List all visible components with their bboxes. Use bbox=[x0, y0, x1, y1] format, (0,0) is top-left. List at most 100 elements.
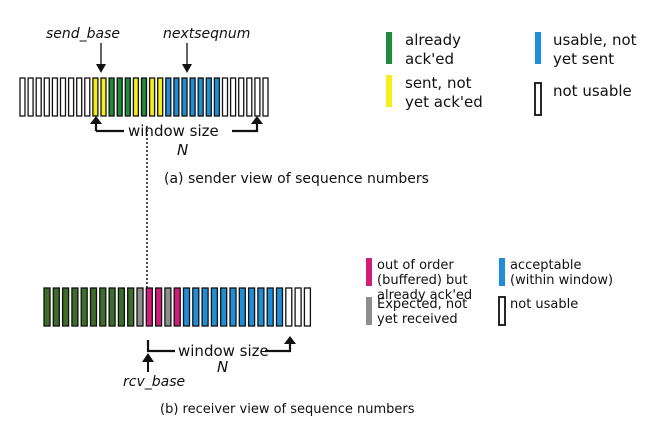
sender-n-label: N bbox=[177, 141, 188, 159]
receiver-slot-darkgreen bbox=[89, 287, 98, 327]
sender-legend-swatch-green bbox=[386, 32, 392, 64]
receiver-slot-gray bbox=[136, 287, 144, 327]
rcv-base-arrow bbox=[142, 353, 154, 372]
receiver-slot-pink bbox=[154, 287, 163, 327]
sender-slot-yellow bbox=[100, 77, 107, 117]
receiver-legend-swatch-blue bbox=[499, 258, 505, 286]
sender-legend-text: usable, not bbox=[553, 31, 637, 49]
receiver-slot-pink bbox=[173, 287, 181, 327]
sender-slot-yellow bbox=[148, 77, 156, 117]
sender-legend-text: yet ack'ed bbox=[405, 93, 483, 111]
receiver-slot-darkgreen bbox=[99, 287, 107, 327]
sender-slot-empty bbox=[76, 77, 83, 117]
receiver-slot-darkgreen bbox=[52, 287, 60, 327]
receiver-slot-empty bbox=[303, 287, 312, 327]
sender-slot-yellow bbox=[92, 77, 99, 117]
receiver-slot-blue bbox=[201, 287, 209, 327]
sender-slot-blue bbox=[173, 77, 180, 117]
receiver-legend-text: already ack'ed bbox=[377, 288, 472, 303]
send-base-arrowhead bbox=[96, 64, 106, 73]
sender-legend-text: ack'ed bbox=[405, 50, 454, 68]
receiver-legend-text: yet received bbox=[377, 312, 458, 327]
sender-legend-text: yet sent bbox=[553, 50, 614, 68]
receiver-legend-text: (buffered) but bbox=[377, 273, 468, 288]
sender-slot-blue bbox=[181, 77, 188, 117]
receiver-slot-blue bbox=[210, 287, 219, 327]
sender-slot-blue bbox=[205, 77, 212, 117]
receiver-slot-darkgreen bbox=[108, 287, 116, 327]
sender-legend-text: already bbox=[405, 31, 461, 49]
receiver-slot-blue bbox=[266, 287, 274, 327]
receiver-n-label: N bbox=[217, 358, 228, 376]
receiver-sequence-slots bbox=[43, 287, 312, 327]
sender-window-bracket bbox=[90, 116, 263, 133]
sender-slot-blue bbox=[197, 77, 204, 117]
receiver-legend-swatch-gray bbox=[366, 297, 372, 325]
sender-window-size-label: window size bbox=[128, 122, 219, 140]
receiver-slot-blue bbox=[229, 287, 237, 327]
sender-slot-empty bbox=[84, 77, 91, 117]
sender-slot-empty bbox=[59, 77, 67, 117]
sender-legend-swatch-blue bbox=[535, 32, 541, 64]
receiver-slot-darkgreen bbox=[43, 287, 51, 327]
sender-legend-swatch-yellow bbox=[386, 75, 392, 107]
sender-slot-green bbox=[124, 77, 131, 117]
receiver-slot-darkgreen bbox=[80, 287, 88, 327]
sender-slot-empty bbox=[221, 77, 229, 117]
receiver-slot-blue bbox=[275, 287, 284, 327]
sender-slot-yellow bbox=[132, 77, 140, 117]
receiver-slot-blue bbox=[238, 287, 246, 327]
receiver-slot-empty bbox=[294, 287, 302, 327]
receiver-legend-swatch-pink bbox=[366, 258, 372, 286]
receiver-legend-swatch-empty bbox=[498, 296, 506, 326]
sender-slot-green bbox=[108, 77, 115, 117]
sender-slot-empty bbox=[238, 77, 245, 117]
receiver-slot-blue bbox=[247, 287, 256, 327]
nextseqnum-arrowhead bbox=[182, 64, 192, 73]
sender-legend-text: sent, not bbox=[405, 74, 472, 92]
send-base-label: send_base bbox=[46, 26, 120, 42]
receiver-slot-darkgreen bbox=[127, 287, 135, 327]
rcv-base-label: rcv_base bbox=[123, 374, 185, 390]
receiver-window-bracket bbox=[146, 336, 296, 353]
sender-slot-empty bbox=[246, 77, 253, 117]
receiver-slot-darkgreen bbox=[117, 287, 126, 327]
sender-slot-empty bbox=[254, 77, 261, 117]
receiver-slot-gray bbox=[164, 287, 172, 327]
sender-slot-empty bbox=[262, 77, 269, 117]
receiver-slot-darkgreen bbox=[61, 287, 70, 327]
sender-slot-empty bbox=[67, 77, 75, 117]
sender-slot-empty bbox=[19, 77, 26, 117]
receiver-slot-pink bbox=[145, 287, 153, 327]
sender-slot-empty bbox=[51, 77, 59, 117]
nextseqnum-label: nextseqnum bbox=[163, 26, 250, 42]
receiver-slot-blue bbox=[257, 287, 265, 327]
sender-slot-green bbox=[140, 77, 148, 117]
receiver-slot-empty bbox=[285, 287, 293, 327]
sender-slot-yellow bbox=[157, 77, 164, 117]
receiver-legend-text: Expected, not bbox=[377, 297, 467, 312]
sender-slot-empty bbox=[35, 77, 42, 117]
receiver-window-size-label: window size bbox=[178, 342, 269, 360]
sender-legend-swatch-empty bbox=[534, 82, 542, 116]
sender-caption: (a) sender view of sequence numbers bbox=[164, 171, 429, 187]
sender-slot-green bbox=[116, 77, 123, 117]
receiver-legend-text: out of order bbox=[377, 258, 454, 273]
sender-slot-empty bbox=[43, 77, 50, 117]
receiver-slot-blue bbox=[220, 287, 228, 327]
receiver-slot-darkgreen bbox=[71, 287, 79, 327]
receiver-legend-text: (within window) bbox=[510, 273, 613, 288]
receiver-slot-blue bbox=[182, 287, 191, 327]
receiver-slot-blue bbox=[192, 287, 200, 327]
receiver-legend-text: not usable bbox=[510, 297, 578, 312]
sender-slot-blue bbox=[213, 77, 221, 117]
sender-slot-empty bbox=[27, 77, 34, 117]
sender-sequence-slots bbox=[19, 77, 269, 117]
receiver-legend-text: acceptable bbox=[510, 258, 581, 273]
sender-slot-empty bbox=[229, 77, 237, 117]
sender-slot-blue bbox=[189, 77, 196, 117]
sender-legend-text: not usable bbox=[553, 82, 632, 100]
